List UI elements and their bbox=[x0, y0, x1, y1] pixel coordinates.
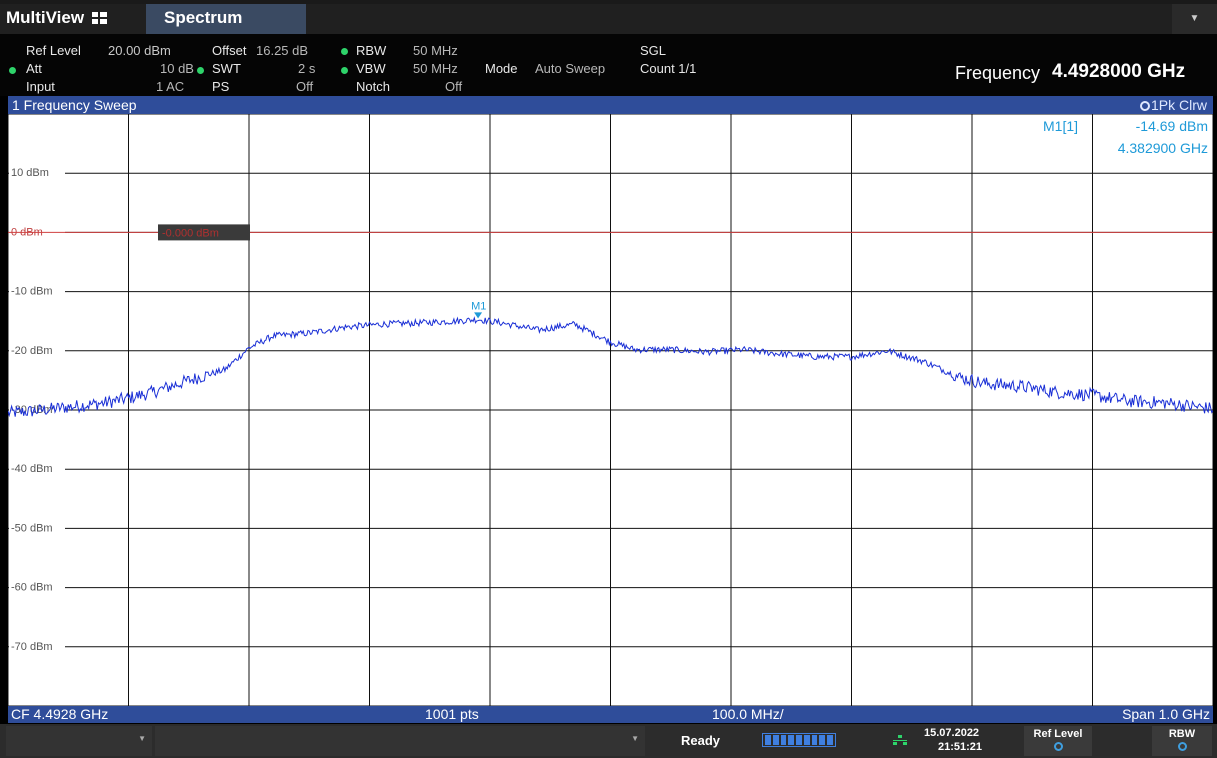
y-tick-label-bg bbox=[9, 579, 65, 592]
att-value[interactable]: 10 dB bbox=[160, 61, 194, 76]
status-dot bbox=[9, 67, 16, 74]
chevron-down-icon: ▼ bbox=[1189, 13, 1200, 24]
count-label: Count 1/1 bbox=[640, 61, 697, 76]
vbw-value[interactable]: 50 MHz bbox=[413, 61, 458, 76]
offset-value[interactable]: 16.25 dB bbox=[256, 43, 309, 58]
y-tick-label: -70 dBm bbox=[11, 641, 53, 653]
y-tick-label-bg bbox=[9, 165, 65, 178]
marker-m1-label: M1 bbox=[471, 300, 486, 312]
y-tick-label: -60 dBm bbox=[11, 582, 53, 594]
offset-label[interactable]: Offset bbox=[212, 43, 247, 58]
sweep-points[interactable]: 1001 pts bbox=[425, 706, 479, 722]
y-tick-label-bg bbox=[9, 520, 65, 533]
rbw-value[interactable]: 50 MHz bbox=[413, 43, 458, 58]
tab-multiview-label: MultiView bbox=[6, 8, 85, 27]
y-tick-label: -50 dBm bbox=[11, 522, 53, 534]
tab-dropdown-button[interactable]: ▼ bbox=[1172, 4, 1217, 34]
sweep-window-header[interactable]: 1 Frequency Sweep 1Pk Clrw bbox=[8, 96, 1213, 114]
y-tick-label-bg bbox=[9, 461, 65, 474]
input-value[interactable]: 1 AC bbox=[156, 79, 185, 94]
mode-label[interactable]: Mode bbox=[485, 61, 518, 76]
marker-readout-level: -14.69 dBm bbox=[1135, 118, 1208, 134]
frequency-label[interactable]: Frequency bbox=[955, 63, 1041, 83]
y-tick-label-bg bbox=[9, 283, 65, 296]
rbw-label[interactable]: RBW bbox=[356, 43, 387, 58]
status-dot bbox=[341, 48, 348, 55]
status-bar: ▼ ▼ Ready 15.07.2022 21:51:21 Ref Level … bbox=[0, 724, 1217, 758]
ps-label[interactable]: PS bbox=[212, 79, 230, 94]
status-dropdown-left[interactable]: ▼ bbox=[6, 726, 152, 756]
status-dropdown-center[interactable]: ▼ bbox=[155, 726, 645, 756]
softkey-indicator-icon bbox=[1053, 742, 1063, 751]
multiview-icon bbox=[92, 12, 108, 24]
y-tick-label-bg bbox=[9, 224, 65, 237]
settings-info-bar: Ref Level 20.00 dBm Offset 16.25 dB RBW … bbox=[0, 34, 1217, 96]
ref-level-softkey[interactable]: Ref Level bbox=[1024, 726, 1092, 756]
trace-circle-icon bbox=[1139, 101, 1150, 112]
date-display: 15.07.2022 bbox=[924, 727, 980, 739]
trace-mode-label: 1Pk Clrw bbox=[1150, 97, 1207, 113]
ref-level-value[interactable]: 20.00 dBm bbox=[108, 43, 171, 58]
y-tick-label-bg bbox=[9, 342, 65, 355]
sgl-label: SGL bbox=[640, 43, 667, 58]
center-frequency[interactable]: CF 4.4928 GHz bbox=[11, 706, 109, 722]
tab-multiview[interactable]: MultiView bbox=[6, 4, 108, 32]
ref-level-label[interactable]: Ref Level bbox=[26, 43, 81, 58]
marker-m1-triangle bbox=[474, 312, 483, 319]
y-tick-label: -40 dBm bbox=[11, 463, 53, 475]
y-tick-label: 10 dBm bbox=[11, 167, 49, 179]
softkey-indicator-icon bbox=[1177, 742, 1187, 751]
frequency-per-division: 100.0 MHz/ bbox=[712, 706, 784, 722]
ref-level-softkey-label: Ref Level bbox=[1033, 728, 1083, 740]
marker-readout-frequency: 4.382900 GHz bbox=[1117, 140, 1208, 156]
threshold-label: -0.000 dBm bbox=[162, 227, 219, 239]
notch-label[interactable]: Notch bbox=[356, 79, 390, 94]
tab-spectrum[interactable]: Spectrum bbox=[146, 4, 306, 34]
y-tick-label: -10 dBm bbox=[11, 286, 53, 298]
ps-value[interactable]: Off bbox=[296, 79, 314, 94]
mode-value[interactable]: Auto Sweep bbox=[535, 61, 606, 76]
swt-value[interactable]: 2 s bbox=[298, 61, 316, 76]
threshold-label-box bbox=[158, 224, 250, 241]
time-display: 21:51:21 bbox=[938, 741, 983, 753]
chevron-down-icon: ▼ bbox=[138, 734, 146, 743]
chevron-down-icon: ▼ bbox=[631, 734, 639, 743]
tab-spectrum-label: Spectrum bbox=[164, 8, 243, 27]
sweep-title: 1 Frequency Sweep bbox=[12, 97, 137, 113]
y-tick-label-bg bbox=[9, 638, 65, 651]
notch-value[interactable]: Off bbox=[445, 79, 463, 94]
trace-1-line bbox=[8, 316, 1213, 418]
status-dot bbox=[197, 67, 204, 74]
trace-indicator[interactable]: 1Pk Clrw bbox=[1139, 96, 1207, 114]
vbw-label[interactable]: VBW bbox=[356, 61, 386, 76]
sweep-footer: CF 4.4928 GHz 1001 pts 100.0 MHz/ Span 1… bbox=[8, 706, 1213, 723]
input-label[interactable]: Input bbox=[26, 79, 55, 94]
status-dot bbox=[341, 67, 348, 74]
marker-readout-name: M1[1] bbox=[1043, 118, 1079, 134]
swt-label[interactable]: SWT bbox=[212, 61, 241, 76]
spectrum-plot[interactable]: 10 dBm 0 dBm -10 dBm -20 dBm -30 dBm -40 dBm -… bbox=[8, 114, 1213, 706]
sweep-progress-icon bbox=[762, 733, 836, 747]
plot-grid bbox=[8, 114, 1213, 706]
y-tick-label: -20 dBm bbox=[11, 345, 53, 357]
network-icon bbox=[893, 735, 907, 745]
ready-status: Ready bbox=[681, 733, 721, 748]
rbw-softkey-label: RBW bbox=[1168, 728, 1196, 740]
rbw-softkey[interactable]: RBW bbox=[1152, 726, 1212, 756]
frequency-value[interactable]: 4.4928000 GHz bbox=[1052, 61, 1186, 82]
att-label[interactable]: Att bbox=[26, 61, 42, 76]
span[interactable]: Span 1.0 GHz bbox=[1122, 706, 1210, 722]
